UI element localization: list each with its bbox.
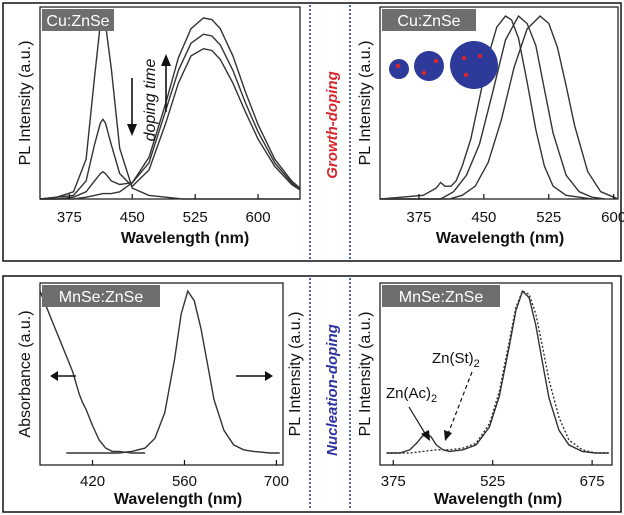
panel-d-tag: MnSe:ZnSe: [399, 289, 484, 306]
panel-top-right: 375 450 525 600 Cu:ZnSe Wavelength (nm) PL …: [357, 6, 624, 247]
panel-b-tag-bg: [382, 9, 476, 31]
panel-c-ylabel-left: Absorbance (a.u.): [17, 310, 34, 437]
panel-b-series-0: [379, 15, 593, 200]
particle-medium-dopant-icon: [421, 70, 427, 76]
panel-a-doping-time-label: doping time: [142, 59, 159, 142]
particle-medium-icon: [414, 51, 444, 81]
panel-c-ticks: 420 560 700: [80, 460, 289, 490]
panel-c-series: [39, 289, 280, 454]
panel-c-xtick-label: 420: [80, 473, 105, 490]
panel-b-series-2: [380, 15, 619, 200]
panel-d-series: [386, 289, 609, 454]
panel-a-xtick-label: 375: [57, 209, 82, 226]
panel-a-series-1: [39, 47, 301, 200]
particle-large-dopant-icon-2: [477, 53, 483, 59]
panel-b-xtick-label: 375: [406, 209, 431, 226]
panel-c-tag: MnSe:ZnSe: [59, 289, 144, 306]
zn-ac-label: Zn(Ac)2: [386, 385, 437, 405]
panel-b-ticks: 375 450 525 600: [406, 194, 624, 226]
particle-large-dopant-icon-3: [463, 72, 469, 78]
panel-d-xtick-label: 375: [381, 473, 406, 490]
panel-c-right-arrow-icon: [265, 371, 273, 381]
panel-bottom-left: 420 560 700 MnSe:ZnSe Wavelength (nm) Abso…: [17, 282, 304, 508]
panel-a-ticks: 375 450 525 600: [57, 194, 271, 226]
zn-ac-subscript: 2: [431, 393, 437, 405]
panel-d-ylabel: PL Intensity (a.u.): [357, 312, 374, 437]
zn-st-main: Zn(St): [432, 350, 474, 367]
particle-large-dopant-icon: [461, 55, 467, 61]
particle-medium-dopant-icon-2: [433, 58, 439, 64]
nucleation-doping-label: Nucleation-doping: [324, 324, 341, 456]
particle-small-icon: [389, 59, 409, 79]
panel-d-series-zn-st-2: [386, 290, 609, 454]
panel-b-tag: Cu:ZnSe: [397, 13, 460, 30]
panel-b-xtick-label: 600: [601, 209, 624, 226]
zn-st-pointer-line: [447, 371, 473, 435]
zn-ac-pointer-arrow-icon: [421, 430, 430, 441]
panel-c-axes-box: [39, 282, 284, 466]
panel-d-tag-bg: [382, 285, 500, 307]
panel-c-left-arrow-icon: [50, 371, 58, 381]
panel-a-xtick-label: 600: [246, 209, 271, 226]
panel-b-axes-box: [379, 6, 619, 200]
zn-ac-pointer-line: [408, 406, 427, 436]
panel-a-xlabel: Wavelength (nm): [121, 230, 249, 247]
panel-a-tag: Cu:ZnSe: [46, 13, 109, 30]
particle-small-dopant-icon: [395, 63, 401, 69]
panel-a-down-arrow-icon: [127, 124, 137, 136]
panel-d-ticks: 375 525 675: [381, 460, 605, 490]
panel-b-xtick-label: 525: [536, 209, 561, 226]
panel-d-xtick-label: 675: [580, 473, 605, 490]
zn-st-pointer-arrow-icon: [444, 430, 452, 441]
panel-d-xlabel: Wavelength (nm): [434, 491, 562, 508]
panel-c-series-absorbance: [39, 290, 146, 454]
zn-ac-main: Zn(Ac): [386, 385, 431, 402]
panel-c-xtick-label: 560: [172, 473, 197, 490]
panel-b-series-1: [380, 15, 606, 200]
panel-c-ylabel-right: PL Intensity (a.u.): [287, 312, 304, 437]
panel-bottom-right: 375 525 675 MnSe:ZnSe Wavelength (nm) PL I…: [357, 282, 613, 508]
bottom-frame: [2, 275, 622, 513]
panel-a-series-3: [40, 17, 301, 200]
panel-a-series-0: [39, 16, 300, 200]
panel-a-up-arrow-icon: [161, 54, 171, 66]
panel-a-axes-box: [39, 6, 301, 200]
panel-a-xtick-label: 450: [120, 209, 145, 226]
panel-top-left: 375 450 525 600 Cu:ZnSe Wavelength (nm) PL …: [17, 6, 301, 247]
panel-b-ylabel: PL Intensity (a.u.): [357, 41, 374, 166]
panel-a-series-2: [40, 33, 301, 200]
panel-c-tag-bg: [42, 285, 160, 307]
zn-st-label: Zn(St)2: [432, 350, 480, 370]
panel-b-xtick-label: 450: [471, 209, 496, 226]
zn-st-subscript: 2: [474, 358, 480, 370]
top-frame: [2, 2, 622, 262]
panel-c-xlabel: Wavelength (nm): [114, 491, 242, 508]
panel-a-tag-bg: [42, 9, 114, 31]
panel-c-xtick-label: 700: [264, 473, 289, 490]
panel-a-ylabel: PL Intensity (a.u.): [17, 41, 34, 166]
panel-d-series-zn-ac-2: [386, 289, 609, 454]
panel-a-series: [39, 16, 301, 200]
growth-doping-label: Growth-doping: [324, 71, 341, 178]
panel-b-xlabel: Wavelength (nm): [436, 230, 564, 247]
panel-d-axes-box: [379, 282, 613, 466]
panel-b-series: [379, 15, 619, 200]
panel-d-xtick-label: 525: [480, 473, 505, 490]
panel-c-series-pl: [66, 289, 280, 454]
panel-a-xtick-label: 525: [183, 209, 208, 226]
particle-large-icon: [450, 41, 498, 89]
